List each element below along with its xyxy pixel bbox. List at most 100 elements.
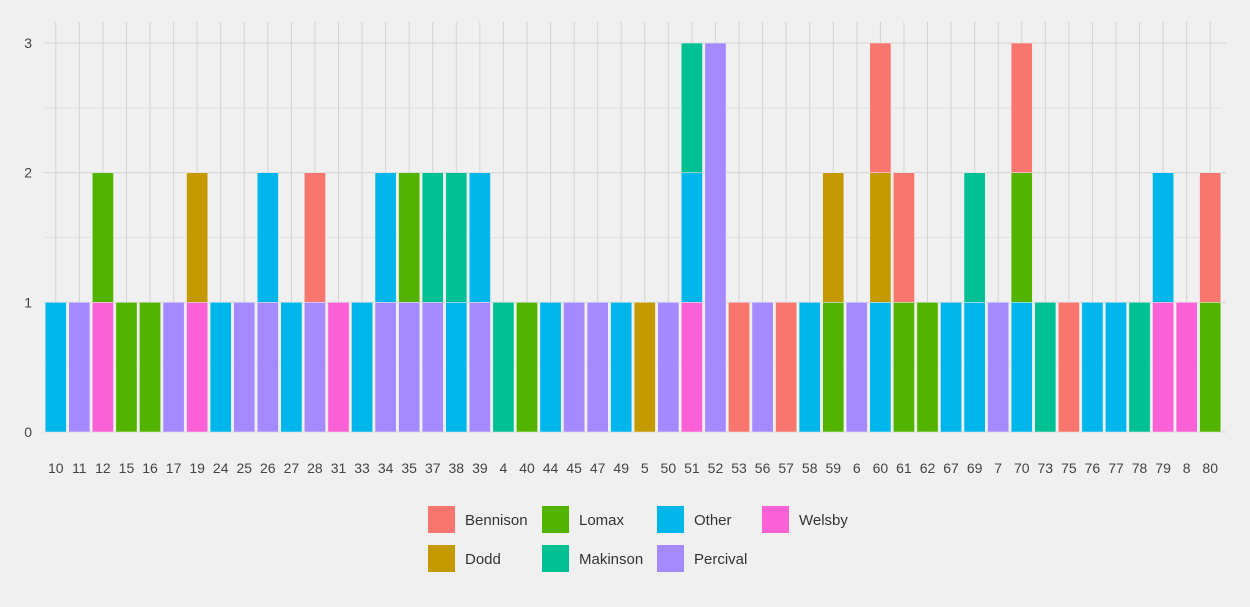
bar-segment-lomax-15 [115,302,138,433]
bar-segment-percival-52 [704,42,727,433]
x-tick-label: 6 [853,460,861,476]
x-tick-label: 28 [307,460,323,476]
x-tick-label: 59 [825,460,841,476]
bar-segment-bennison-57 [775,302,797,433]
bar-segment-percival-26 [256,302,279,433]
bar-segment-lomax-59 [822,302,845,433]
bar-segment-other-27 [280,302,303,433]
bar-segment-percival-7 [987,302,1010,433]
bars [44,42,1222,433]
legend-item-makinson: Makinson [542,545,643,572]
x-tick-label: 39 [472,460,488,476]
bar-segment-percival-45 [563,302,585,433]
x-tick-label: 62 [920,460,936,476]
legend-item-percival: Percival [657,545,747,572]
x-tick-label: 33 [354,460,370,476]
x-tick-label: 25 [236,460,252,476]
y-tick-label: 1 [24,294,32,310]
bar-segment-lomax-80 [1199,302,1222,433]
bar-segment-dodd-5 [633,302,656,433]
bar-segment-other-24 [209,302,232,433]
x-tick-label: 35 [401,460,417,476]
x-tick-label: 26 [260,460,276,476]
bar-segment-percival-39 [469,302,491,433]
x-tick-label: 73 [1038,460,1054,476]
bar-segment-makinson-69 [963,172,986,303]
x-tick-label: 19 [189,460,205,476]
bar-segment-lomax-12 [92,172,114,303]
bar-segment-other-10 [44,302,67,433]
legend-label: Welsby [799,512,848,529]
x-tick-label: 79 [1155,460,1171,476]
bar-segment-bennison-28 [304,172,326,303]
x-tick-label: 75 [1061,460,1077,476]
x-tick-label: 60 [873,460,889,476]
x-tick-label: 57 [778,460,794,476]
legend-item-dodd: Dodd [428,545,501,572]
legend-label: Bennison [465,512,528,529]
x-tick-label: 40 [519,460,535,476]
x-tick-label: 50 [661,460,677,476]
bar-segment-percival-50 [657,302,680,433]
bar-segment-welsby-12 [92,302,114,433]
bar-segment-other-67 [940,302,962,433]
bar-segment-dodd-59 [822,172,845,303]
x-tick-label: 16 [142,460,158,476]
bar-segment-lomax-61 [893,302,915,433]
x-tick-label: 45 [566,460,582,476]
bar-segment-welsby-19 [186,302,208,433]
bar-segment-other-33 [351,302,373,433]
x-tick-label: 67 [943,460,959,476]
x-tick-label: 10 [48,460,64,476]
x-tick-label: 51 [684,460,700,476]
x-tick-label: 38 [449,460,465,476]
bar-segment-other-70 [1010,302,1033,433]
bar-segment-other-76 [1081,302,1104,433]
bar-segment-percival-37 [421,302,444,433]
x-tick-label: 12 [95,460,111,476]
bar-segment-welsby-79 [1152,302,1174,433]
bar-segment-other-77 [1105,302,1127,433]
legend-label: Other [694,512,732,529]
x-tick-label: 52 [708,460,724,476]
bar-segment-bennison-60 [869,42,892,173]
bar-segment-other-26 [256,172,279,303]
legend-swatch [542,545,569,572]
bar-segment-dodd-60 [869,172,892,303]
bar-segment-welsby-31 [327,302,350,433]
bar-segment-makinson-73 [1034,302,1057,433]
x-tick-label: 78 [1132,460,1148,476]
legend-swatch [762,506,789,533]
bar-segment-percival-6 [845,302,868,433]
bar-segment-other-51 [681,172,703,303]
bar-segment-other-58 [798,302,821,433]
bar-segment-other-38 [445,302,468,433]
y-axis: 0 1 2 3 [24,35,32,440]
bar-segment-makinson-4 [492,302,515,433]
bar-segment-other-39 [469,172,491,303]
x-tick-label: 61 [896,460,912,476]
legend-label: Makinson [579,551,643,568]
x-tick-label: 31 [331,460,347,476]
x-tick-label: 7 [994,460,1002,476]
x-tick-label: 24 [213,460,229,476]
bar-segment-other-49 [610,302,633,433]
x-tick-label: 53 [731,460,747,476]
bar-segment-percival-56 [751,302,774,433]
x-tick-label: 47 [590,460,606,476]
bar-segment-other-34 [374,172,397,303]
bar-segment-welsby-51 [681,302,703,433]
x-tick-label: 27 [284,460,300,476]
legend-swatch [657,545,684,572]
legend-swatch [428,506,455,533]
bar-segment-percival-47 [586,302,609,433]
x-tick-label: 77 [1108,460,1124,476]
bar-segment-percival-25 [233,302,256,433]
bar-segment-percival-11 [68,302,91,433]
x-tick-label: 17 [166,460,182,476]
bar-segment-bennison-80 [1199,172,1222,303]
bar-segment-other-44 [539,302,562,433]
x-tick-label: 80 [1202,460,1218,476]
bar-segment-makinson-51 [681,42,703,173]
